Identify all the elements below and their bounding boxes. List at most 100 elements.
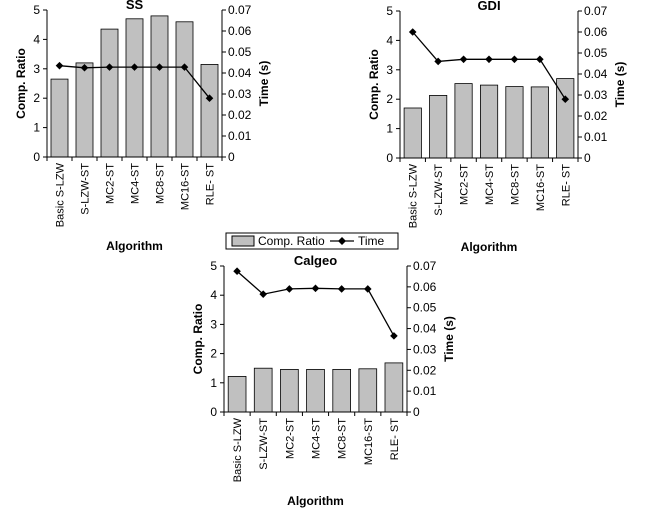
right-tick-label: 0 [584, 151, 591, 165]
left-tick-label: 4 [210, 288, 217, 302]
category-label: MC8-ST [337, 418, 349, 459]
bar-3 [100, 28, 119, 158]
right-tick-label: 0.03 [413, 342, 437, 356]
category-label: Basic S-LZW [55, 162, 67, 227]
right-tick-label: 0.07 [413, 259, 437, 273]
category-label: MC8-ST [155, 163, 167, 204]
bar-4 [306, 368, 325, 413]
bar-5 [505, 86, 524, 159]
left-tick-label: 1 [33, 121, 40, 135]
right-tick-label: 0.07 [228, 3, 252, 17]
time-marker-6 [180, 63, 189, 71]
left-tick-label: 3 [33, 62, 40, 76]
time-marker-3 [459, 55, 468, 64]
time-marker-2 [80, 63, 89, 72]
y-axis-label: Comp. Ratio [14, 48, 28, 119]
bar-7 [200, 64, 219, 158]
bar-5 [332, 368, 351, 413]
time-marker-1 [408, 28, 417, 36]
right-tick-label: 0.06 [584, 25, 608, 39]
bar-4 [479, 84, 499, 159]
left-tick-label: 5 [33, 3, 40, 17]
chart-title: GDI [477, 0, 500, 13]
left-tick-label: 3 [210, 317, 217, 331]
y2-axis-label: Time (s) [613, 62, 627, 108]
category-label: MC4-ST [311, 418, 323, 459]
y-axis-label: Comp. Ratio [191, 304, 205, 375]
right-tick-label: 0.04 [228, 66, 252, 80]
right-tick-label: 0.01 [228, 129, 252, 143]
category-label: MC2-ST [105, 163, 117, 204]
left-tick-label: 2 [210, 347, 217, 361]
left-tick-label: 4 [33, 32, 40, 46]
time-marker-4 [485, 55, 493, 64]
legend-box [225, 232, 399, 250]
right-tick-label: 0 [228, 150, 235, 164]
category-label: MC4-ST [484, 164, 496, 205]
category-label: MC4-ST [130, 163, 142, 204]
category-label: RLE- ST [205, 163, 217, 205]
left-tick-label: 3 [386, 63, 393, 77]
time-marker-7 [205, 94, 214, 102]
left-tick-label: 0 [210, 405, 217, 419]
time-marker-5 [510, 55, 519, 64]
y2-axis-label: Time (s) [442, 316, 456, 362]
chart-title: Calgeo [294, 253, 337, 268]
time-marker-2 [434, 57, 442, 66]
bar-6 [530, 86, 549, 159]
x-axis-label: Algorithm [287, 494, 344, 508]
bar-4 [125, 18, 144, 158]
time-marker-5 [155, 63, 164, 71]
time-marker-5 [337, 285, 346, 293]
left-tick-label: 5 [386, 4, 393, 18]
right-tick-label: 0 [413, 405, 420, 419]
left-tick-label: 5 [210, 259, 217, 273]
right-tick-label: 0.07 [584, 4, 608, 18]
right-tick-label: 0.02 [584, 109, 608, 123]
category-label: S-LZW-ST [258, 418, 270, 470]
legend-bar-swatch [231, 235, 255, 247]
bar-6 [358, 368, 378, 413]
y-axis-label: Comp. Ratio [367, 49, 381, 120]
time-marker-6 [536, 55, 544, 64]
category-label: S-LZW-ST [433, 164, 445, 216]
time-marker-4 [311, 284, 320, 293]
category-label: S-LZW-ST [80, 163, 92, 215]
left-tick-label: 1 [386, 122, 393, 136]
bar-7 [384, 362, 404, 413]
bar-1 [403, 107, 422, 159]
category-label: Basic S-LZW [408, 163, 420, 228]
category-label: RLE- ST [560, 164, 572, 206]
right-tick-label: 0.02 [228, 108, 252, 122]
bar-5 [150, 15, 169, 158]
x-axis-label: Algorithm [461, 240, 518, 254]
bar-2 [429, 95, 448, 159]
left-tick-label: 1 [210, 376, 217, 390]
time-marker-7 [390, 332, 398, 340]
right-tick-label: 0.05 [584, 46, 608, 60]
bar-6 [175, 21, 194, 158]
category-label: Basic S-LZW [232, 417, 244, 482]
bar-1 [50, 78, 69, 158]
time-marker-4 [130, 63, 139, 71]
right-tick-label: 0.01 [413, 384, 437, 398]
right-tick-label: 0.06 [228, 24, 252, 38]
bar-2 [253, 367, 273, 413]
legend: Comp. Ratio Time [225, 232, 399, 250]
left-tick-label: 0 [386, 151, 393, 165]
right-tick-label: 0.04 [584, 67, 608, 81]
time-marker-3 [285, 285, 294, 293]
bar-1 [227, 375, 247, 413]
right-tick-label: 0.05 [228, 45, 252, 59]
time-marker-6 [363, 285, 372, 293]
chart-ss: 0 1 2 3 4 5 0 0.01 0.02 0.03 0.04 0.05 0.06 0.07 Basic… [14, 0, 271, 253]
legend-label-comp-ratio: Comp. Ratio [258, 234, 325, 248]
category-label: MC8-ST [509, 164, 521, 205]
category-label: MC16-ST [363, 418, 375, 465]
left-tick-label: 2 [386, 92, 393, 106]
x-axis-label: Algorithm [106, 239, 163, 253]
right-tick-label: 0.05 [413, 301, 437, 315]
category-label: MC16-ST [535, 164, 547, 211]
right-tick-label: 0.01 [584, 130, 608, 144]
